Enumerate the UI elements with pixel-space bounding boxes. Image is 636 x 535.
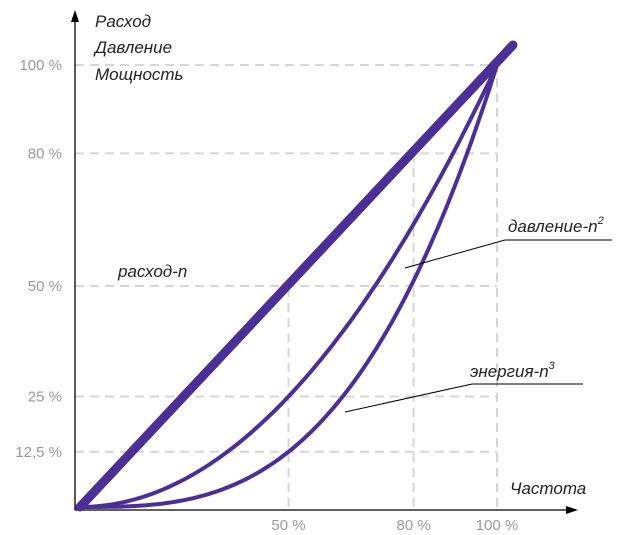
series-line-energy — [78, 63, 499, 509]
x-tick-label: 50 % — [271, 517, 305, 534]
energy-annotation: энергия-n3 — [470, 360, 556, 381]
pressure-leader-line — [404, 239, 506, 269]
x-axis-title: Частота — [510, 479, 586, 498]
series-line-pressure — [78, 63, 499, 509]
tick-labels: 100 % 80 % 50 % 25 % 12,5 % 50 % 80 % 100 % — [15, 57, 518, 534]
series-line-flow — [75, 40, 518, 512]
y-axis-title-line-1: Расход — [95, 12, 151, 31]
pressure-annotation: давление-n2 — [508, 215, 604, 236]
energy-exponent: 3 — [549, 360, 556, 372]
y-axis-arrow — [71, 10, 79, 22]
x-tick-label: 80 % — [396, 517, 430, 534]
energy-leader-line — [344, 383, 473, 413]
y-tick-label: 100 % — [19, 57, 62, 74]
axes — [71, 10, 578, 514]
y-tick-label: 50 % — [28, 278, 62, 295]
x-axis-arrow — [566, 506, 578, 514]
curves — [75, 40, 518, 512]
y-tick-label: 80 % — [28, 145, 62, 162]
flow-annotation: расход-n — [117, 262, 187, 281]
leader-lines — [344, 239, 612, 413]
y-axis-title-line-3: Мощность — [95, 65, 184, 84]
y-axis-title-line-2: Давление — [93, 38, 172, 57]
x-tick-label: 100 % — [476, 517, 519, 534]
y-tick-label: 12,5 % — [15, 444, 62, 461]
pressure-exponent: 2 — [597, 215, 604, 227]
y-tick-label: 25 % — [28, 389, 62, 406]
pressure-annotation-text: давление-n — [508, 217, 598, 236]
energy-annotation-text: энергия-n — [470, 362, 549, 381]
